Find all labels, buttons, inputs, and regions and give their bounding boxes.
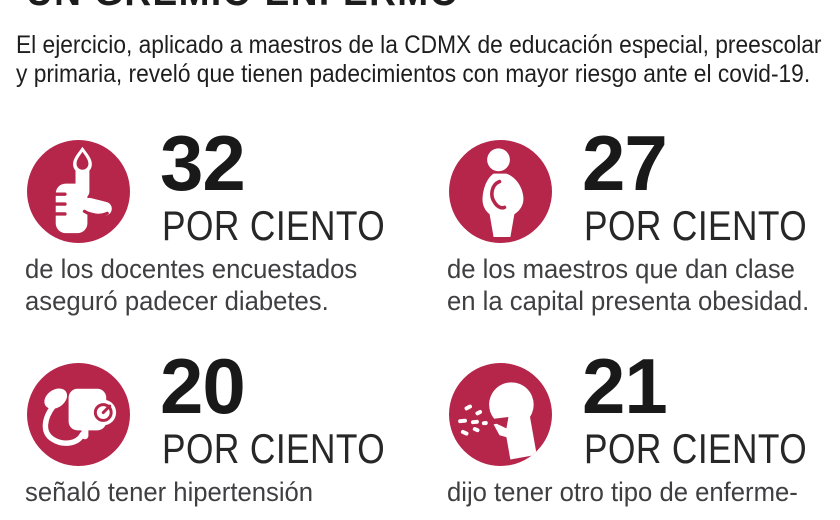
subtitle-line-2: y primaria, reveló que tienen padecimien…: [16, 59, 811, 88]
subtitle-line-1: El ejercicio, aplicado a maestros de la …: [16, 31, 822, 59]
blood-glucose-finger-icon: [27, 140, 130, 243]
stat-unit: POR CIENTO: [162, 425, 386, 472]
stat-description: de los maestros que dan clase en la capi…: [447, 254, 810, 316]
stat-unit: POR CIENTO: [584, 202, 808, 249]
stat-otras-enfermedades: 21 POR CIENTO dijo tener otro tipo de en…: [447, 347, 840, 520]
stat-description: dijo tener otro tipo de enferme-: [447, 477, 798, 507]
stat-unit: POR CIENTO: [162, 202, 386, 249]
stat-description: señaló tener hipertensión: [25, 477, 314, 507]
headline-cropped: UN GREMIO ENFERMO: [26, 0, 460, 12]
stat-diabetes: 32 POR CIENTO de los docentes encuestado…: [25, 124, 440, 353]
stat-description: de los docentes encuestados aseguró pade…: [25, 254, 358, 316]
stat-value: 32: [160, 119, 246, 207]
stat-value: 20: [160, 342, 246, 430]
coughing-head-icon: [449, 363, 552, 466]
stat-value: 21: [582, 342, 668, 430]
stat-hipertension: 20 POR CIENTO señaló tener hipertensión: [25, 347, 440, 520]
stat-value: 27: [582, 119, 668, 207]
blood-pressure-monitor-icon: [27, 363, 130, 466]
stat-obesidad: 27 POR CIENTO de los maestros que dan cl…: [447, 124, 840, 353]
stat-unit: POR CIENTO: [584, 425, 808, 472]
obese-person-icon: [449, 140, 552, 243]
subtitle: El ejercicio, aplicado a maestros de la …: [16, 31, 822, 88]
